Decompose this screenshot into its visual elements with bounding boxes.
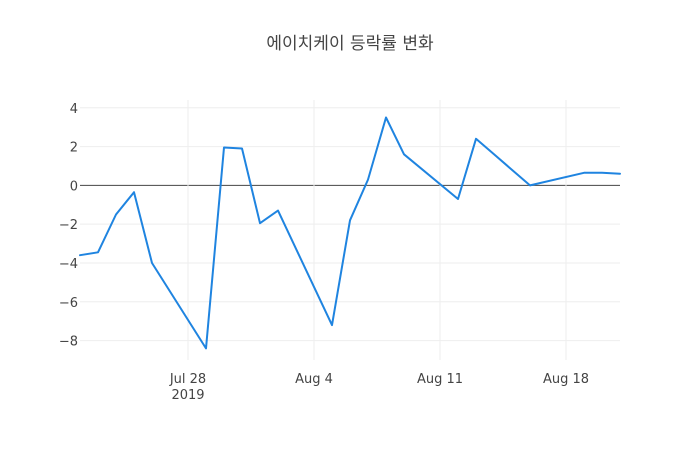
series-layer: [79, 116, 621, 350]
x-tick-label: Aug 4: [295, 372, 333, 387]
x-tick-label: Aug 11: [417, 372, 463, 387]
y-tick-label: −6: [59, 296, 78, 311]
y-tick-label: −8: [59, 335, 78, 350]
x-tick-label: Aug 18: [543, 372, 589, 387]
y-tick-label: −2: [59, 218, 78, 233]
y-tick-label: 2: [70, 141, 78, 156]
x-tick-sublabel: 2019: [171, 388, 204, 403]
x-tick-label: Jul 28: [169, 372, 206, 387]
series-line: [79, 116, 621, 350]
grid: [80, 100, 620, 360]
y-tick-label: −4: [59, 257, 78, 272]
chart-title: 에이치케이 등락률 변화: [266, 34, 434, 54]
y-tick-label: 0: [70, 179, 78, 194]
y-axis: 4 2 0 −2 −4 −6 −8: [59, 102, 78, 350]
y-tick-label: 4: [70, 102, 78, 117]
